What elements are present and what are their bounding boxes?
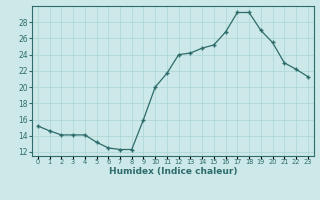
X-axis label: Humidex (Indice chaleur): Humidex (Indice chaleur) bbox=[108, 167, 237, 176]
